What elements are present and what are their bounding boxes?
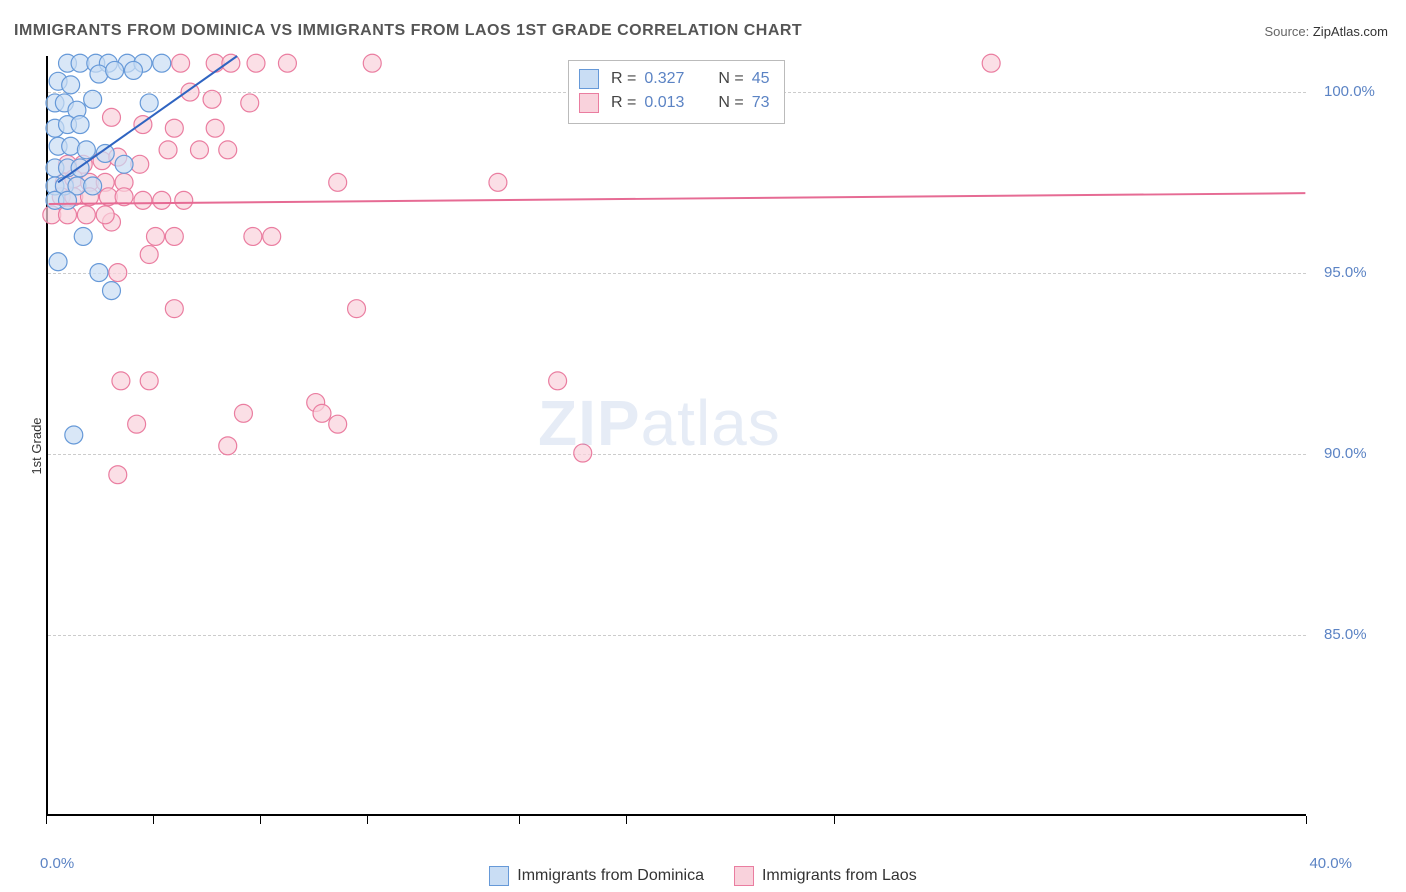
- data-point: [489, 173, 507, 191]
- y-axis-label: 1st Grade: [29, 417, 44, 474]
- data-point: [549, 372, 567, 390]
- data-point: [203, 90, 221, 108]
- data-point: [234, 404, 252, 422]
- data-point: [77, 141, 95, 159]
- chart-svg: [48, 56, 1306, 814]
- data-point: [244, 227, 262, 245]
- data-point: [128, 415, 146, 433]
- data-point: [140, 372, 158, 390]
- data-point: [313, 404, 331, 422]
- r-value: 0.013: [644, 91, 684, 115]
- legend-row: R = 0.013 N = 73: [579, 91, 770, 115]
- data-point: [109, 466, 127, 484]
- data-point: [219, 437, 237, 455]
- data-point: [109, 264, 127, 282]
- data-point: [165, 300, 183, 318]
- chart-title: IMMIGRANTS FROM DOMINICA VS IMMIGRANTS F…: [14, 22, 802, 40]
- x-tick: [626, 816, 627, 824]
- data-point: [106, 61, 124, 79]
- data-point: [125, 61, 143, 79]
- data-point: [103, 108, 121, 126]
- data-point: [153, 54, 171, 72]
- data-point: [49, 253, 67, 271]
- data-point: [96, 206, 114, 224]
- bottom-legend-item: Immigrants from Laos: [734, 866, 917, 886]
- source-link[interactable]: ZipAtlas.com: [1313, 24, 1388, 39]
- source-attribution: Source: ZipAtlas.com: [1264, 24, 1388, 39]
- y-tick-label: 85.0%: [1324, 626, 1367, 643]
- x-tick: [46, 816, 47, 824]
- bottom-legend: Immigrants from Dominica Immigrants from …: [0, 866, 1406, 886]
- data-point: [175, 191, 193, 209]
- data-point: [219, 141, 237, 159]
- data-point: [146, 227, 164, 245]
- r-value: 0.327: [644, 67, 684, 91]
- data-point: [71, 116, 89, 134]
- x-tick: [260, 816, 261, 824]
- data-point: [165, 227, 183, 245]
- data-point: [278, 54, 296, 72]
- data-point: [172, 54, 190, 72]
- legend-swatch: [579, 69, 599, 89]
- data-point: [112, 372, 130, 390]
- data-point: [574, 444, 592, 462]
- legend-row: R = 0.327 N = 45: [579, 67, 770, 91]
- legend-label: Immigrants from Laos: [762, 867, 917, 885]
- n-value: 45: [752, 67, 770, 91]
- data-point: [206, 119, 224, 137]
- data-point: [103, 282, 121, 300]
- legend-label: Immigrants from Dominica: [517, 867, 704, 885]
- data-point: [62, 76, 80, 94]
- data-point: [84, 177, 102, 195]
- x-tick: [153, 816, 154, 824]
- legend-swatch: [489, 866, 509, 886]
- x-tick: [1306, 816, 1307, 824]
- data-point: [62, 137, 80, 155]
- data-point: [329, 173, 347, 191]
- source-label: Source:: [1264, 24, 1312, 39]
- n-value: 73: [752, 91, 770, 115]
- legend-swatch: [734, 866, 754, 886]
- stats-legend: R = 0.327 N = 45 R = 0.013 N = 73: [568, 60, 785, 124]
- x-tick: [519, 816, 520, 824]
- data-point: [90, 264, 108, 282]
- y-tick-label: 100.0%: [1324, 83, 1375, 100]
- trend-line: [49, 193, 1306, 204]
- y-tick-label: 95.0%: [1324, 264, 1367, 281]
- x-tick: [834, 816, 835, 824]
- data-point: [982, 54, 1000, 72]
- data-point: [134, 191, 152, 209]
- data-point: [74, 227, 92, 245]
- data-point: [159, 141, 177, 159]
- data-point: [84, 90, 102, 108]
- r-label: R =: [611, 67, 636, 91]
- data-point: [190, 141, 208, 159]
- data-point: [263, 227, 281, 245]
- data-point: [77, 206, 95, 224]
- data-point: [140, 246, 158, 264]
- chart-container: IMMIGRANTS FROM DOMINICA VS IMMIGRANTS F…: [0, 0, 1406, 892]
- plot-area: ZIPatlas R = 0.327N = 45R = 0.013N = 73: [46, 56, 1306, 816]
- data-point: [90, 65, 108, 83]
- r-label: R =: [611, 91, 636, 115]
- data-point: [363, 54, 381, 72]
- data-point: [329, 415, 347, 433]
- bottom-legend-item: Immigrants from Dominica: [489, 866, 704, 886]
- data-point: [115, 155, 133, 173]
- data-point: [247, 54, 265, 72]
- data-point: [241, 94, 259, 112]
- data-point: [59, 191, 77, 209]
- n-label: N =: [718, 91, 743, 115]
- legend-swatch: [579, 93, 599, 113]
- data-point: [165, 119, 183, 137]
- data-point: [153, 191, 171, 209]
- data-point: [140, 94, 158, 112]
- data-point: [65, 426, 83, 444]
- n-label: N =: [718, 67, 743, 91]
- data-point: [348, 300, 366, 318]
- y-tick-label: 90.0%: [1324, 445, 1367, 462]
- x-tick: [367, 816, 368, 824]
